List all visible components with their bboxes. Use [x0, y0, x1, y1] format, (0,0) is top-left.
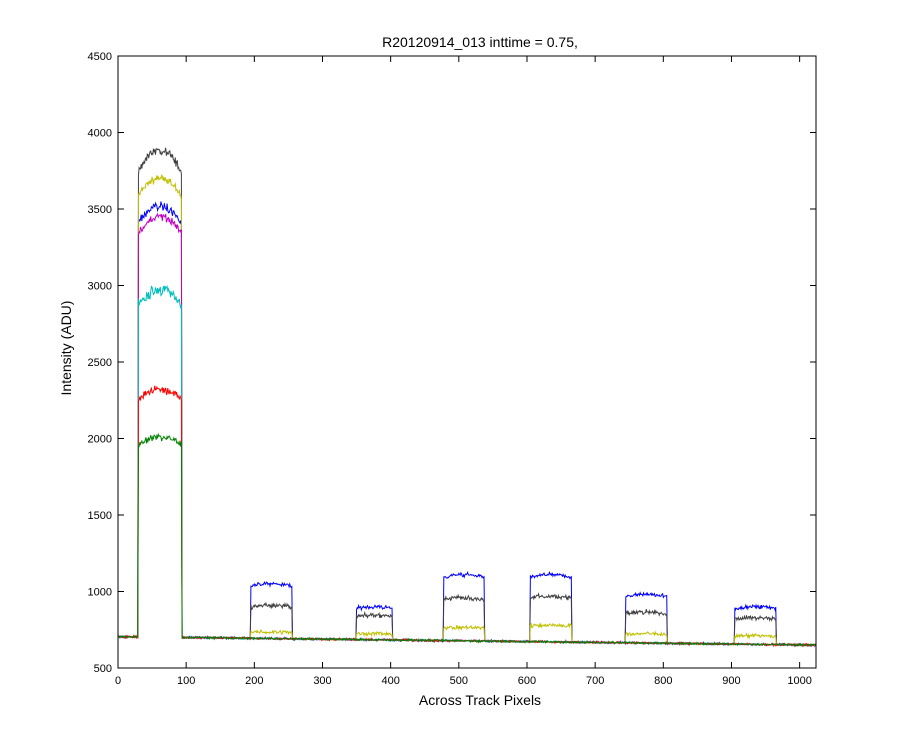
series-layer	[118, 147, 816, 648]
y-tick-label: 4000	[88, 128, 112, 140]
y-tick-label: 3000	[88, 281, 112, 293]
y-tick-label: 3500	[88, 204, 112, 216]
plot-area	[118, 56, 816, 668]
x-tick-label: 300	[313, 675, 331, 687]
y-axis: 500 1000 1500 2000 2500 3000 3500 4000 4500	[88, 51, 816, 675]
x-tick-label: 700	[586, 675, 604, 687]
y-tick-label: 500	[94, 663, 112, 675]
x-tick-label: 400	[381, 675, 399, 687]
x-tick-label: 500	[450, 675, 468, 687]
y-tick-label: 2500	[88, 357, 112, 369]
x-tick-label: 1000	[787, 675, 811, 687]
x-axis: 0 100 200 300 400 500 600 700 800 900 1000	[115, 56, 812, 687]
x-tick-label: 100	[177, 675, 195, 687]
x-tick-label: 0	[115, 675, 121, 687]
y-axis-label: Intensity (ADU)	[58, 301, 74, 396]
x-tick-label: 200	[245, 675, 263, 687]
x-tick-label: 900	[722, 675, 740, 687]
y-tick-label: 4500	[88, 51, 112, 63]
y-tick-label: 1000	[88, 587, 112, 599]
y-tick-label: 2000	[88, 434, 112, 446]
series-line-7	[118, 432, 816, 647]
x-tick-label: 800	[654, 675, 672, 687]
chart-title: R20120914_013 inttime = 0.75,	[382, 34, 578, 50]
y-tick-label: 1500	[88, 510, 112, 522]
x-axis-label: Across Track Pixels	[419, 692, 541, 708]
x-tick-label: 600	[518, 675, 536, 687]
